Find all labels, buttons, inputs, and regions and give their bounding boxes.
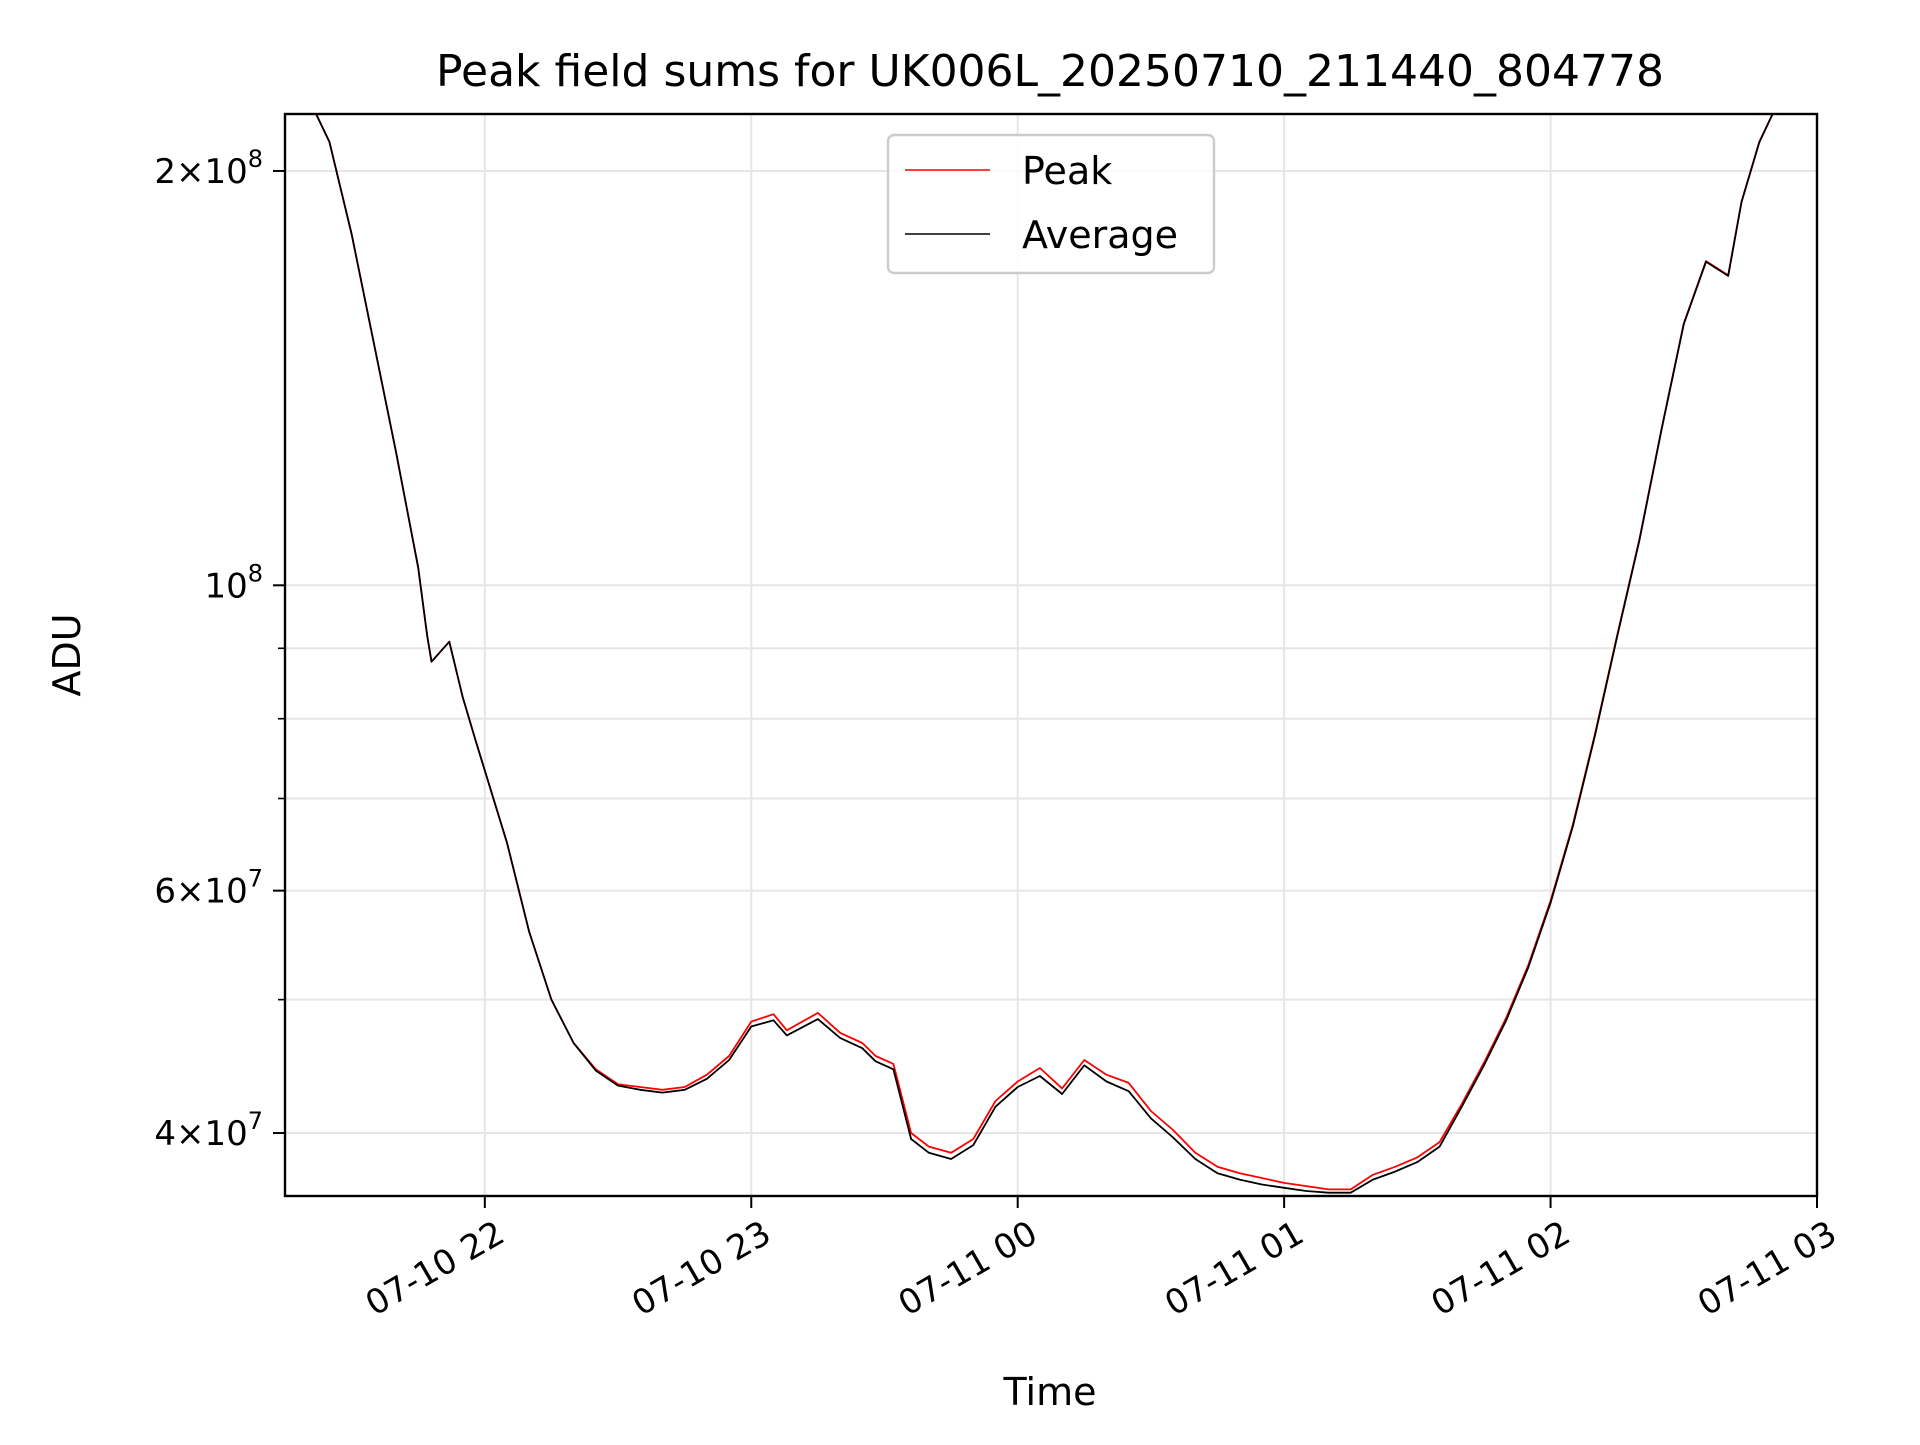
y-tick-label: 108 — [204, 559, 263, 606]
y-tick-label: 2×108 — [154, 145, 263, 192]
series-lines — [285, 114, 1774, 1194]
y-tick-label: 4×107 — [154, 1107, 263, 1154]
y-axis-ticks: 4×107 6×107 108 2×108 — [154, 145, 285, 1154]
y-axis-label: ADU — [45, 613, 89, 696]
plot-frame — [283, 112, 1819, 1198]
legend: Peak Average — [886, 133, 1216, 275]
series-line-average — [285, 114, 1774, 1194]
legend-label-average: Average — [1022, 213, 1178, 257]
x-axis-label: Time — [1003, 1370, 1097, 1414]
legend-label-peak: Peak — [1022, 149, 1112, 193]
y-tick-label: 6×107 — [154, 865, 263, 912]
chart-title: Peak field sums for UK006L_20250710_2114… — [436, 46, 1664, 97]
